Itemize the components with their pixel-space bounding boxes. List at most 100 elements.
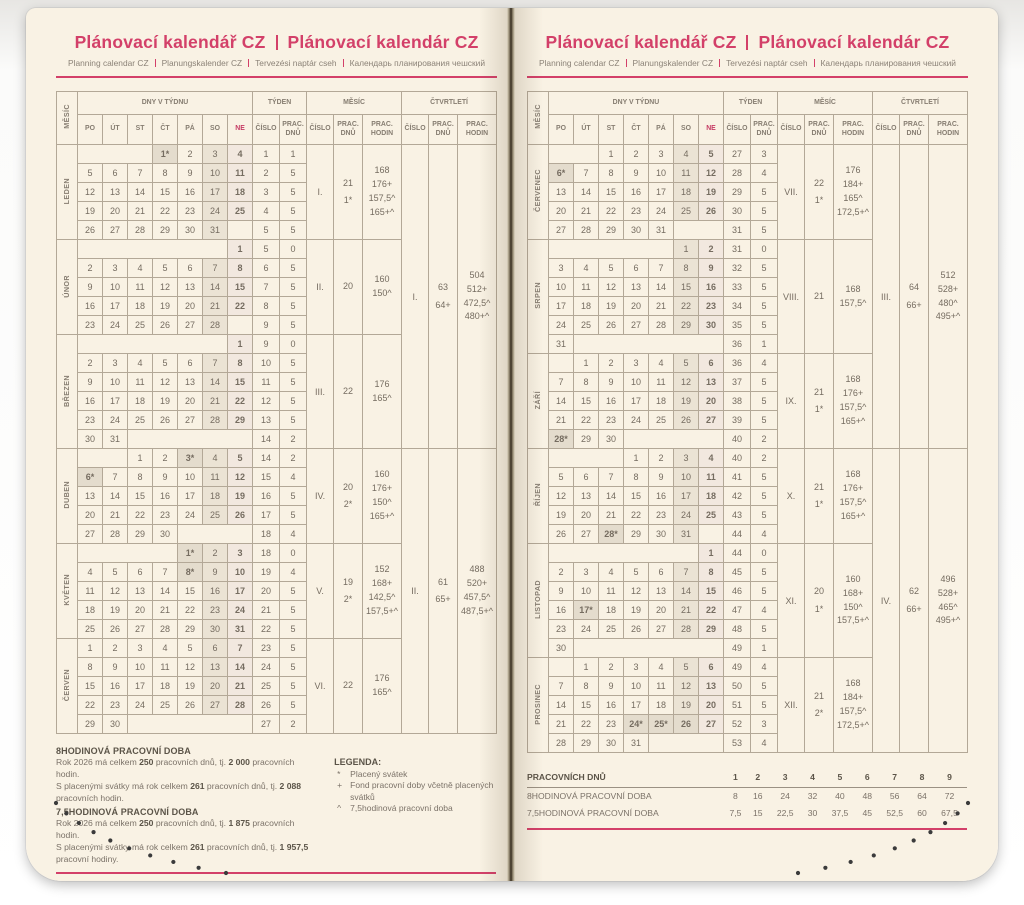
day-cell: 21: [102, 505, 128, 525]
month-workhours: 168 157,5^: [833, 239, 873, 354]
day-cell: 26: [698, 201, 724, 221]
day-cell: 6: [573, 467, 599, 487]
week-row: 3 4 5 6 7 8 9 32 5: [527, 258, 967, 278]
day-cell: 25: [698, 505, 724, 525]
week-number: 44: [723, 543, 751, 563]
day-cell: [152, 714, 178, 734]
week-number: 27: [252, 714, 281, 734]
day-cell: 11: [648, 372, 674, 392]
day-cell: 16: [548, 600, 574, 620]
month-workhours: 160 150^: [362, 239, 403, 335]
day-cell: 4: [227, 144, 254, 164]
subtitle-part: Tervezési naptár cseh: [726, 58, 808, 68]
day-cell: 16: [598, 695, 624, 715]
week-workdays: 3: [750, 714, 779, 734]
day-cell: 2: [152, 448, 178, 468]
week-workdays-header: PRAC. DNŮ: [279, 114, 308, 145]
day-cell: 5: [673, 353, 699, 373]
day-cell: 23: [77, 315, 103, 335]
day-cell: 14: [573, 182, 599, 202]
day-cell: 2: [623, 144, 649, 164]
day-cell: 9: [648, 467, 674, 487]
day-cell: 5: [698, 144, 724, 164]
month-name-label: ŘÍJEN: [533, 483, 543, 507]
day-header-so: SO: [202, 114, 228, 145]
day-cell: 26: [152, 410, 178, 430]
week-number: 46: [723, 581, 751, 601]
day-cell: 31: [648, 220, 674, 240]
day-cell: 23: [598, 714, 624, 734]
week-row: 31 36 1: [527, 334, 967, 354]
day-cell: 10: [127, 657, 153, 677]
day-cell: [698, 334, 724, 354]
week-number: 14: [252, 429, 281, 449]
month-number: IX.: [777, 353, 805, 449]
week-workdays: 5: [279, 391, 308, 411]
week-number: 28: [723, 163, 751, 183]
day-cell: 3*: [177, 448, 203, 468]
working-days-row: 7,5HODINOVÁ PRACOVNÍ DOBA 7,5 15 22,5 30 37,5…: [527, 804, 967, 821]
week-number: 43: [723, 505, 751, 525]
week-workdays: 0: [279, 334, 308, 354]
month-number-header: ČÍSLO: [306, 114, 335, 145]
day-cell: 15: [623, 486, 649, 506]
day-cell: 5: [152, 258, 178, 278]
month-name: ČERVEN: [56, 638, 78, 734]
day-header-čt: ČT: [623, 114, 649, 145]
work-time-summary: 8HODINOVÁ PRACOVNÍ DOBA Rok 2026 má celke…: [56, 743, 318, 865]
week-number: 27: [723, 144, 751, 164]
month-number: I.: [306, 144, 335, 240]
day-cell: 28: [573, 220, 599, 240]
day-cell: 19: [177, 676, 203, 696]
day-cell: 10: [548, 277, 574, 297]
day-cell: 13: [77, 486, 103, 506]
week-workdays: 5: [750, 467, 779, 487]
week-workdays: 5: [750, 486, 779, 506]
week-workdays: 1: [750, 334, 779, 354]
day-cell: [227, 315, 254, 335]
week-number: 31: [723, 239, 751, 259]
day-cell: 23: [698, 296, 724, 316]
day-cell: 9: [102, 657, 128, 677]
legend-symbol: +: [337, 780, 343, 791]
day-cell: 27: [698, 714, 724, 734]
month-workhours: 176 165^: [362, 638, 403, 734]
day-cell: 2: [177, 144, 203, 164]
day-cell: 31: [623, 733, 649, 753]
day-cell: [623, 334, 649, 354]
day-cell: 6: [202, 638, 228, 658]
day-cell: 27: [698, 410, 724, 430]
working-days-value: 67,5: [941, 807, 958, 818]
day-cell: 14: [548, 391, 574, 411]
day-cell: 5: [227, 448, 254, 468]
day-cell: 10: [623, 372, 649, 392]
day-cell: 9: [623, 163, 649, 183]
perforation-dot: [928, 830, 933, 835]
day-cell: 30: [102, 714, 128, 734]
week-workdays: 0: [279, 239, 308, 259]
day-cell: 9: [152, 467, 178, 487]
week-workdays: 5: [750, 562, 779, 582]
month-workdays: 21 2*: [804, 657, 834, 753]
week-number: 24: [252, 657, 281, 677]
month-workdays-header: PRAC. DNŮ: [333, 114, 364, 145]
day-cell: [152, 429, 178, 449]
day-cell: [623, 638, 649, 658]
working-days-count: 9: [932, 768, 967, 788]
week-row: 22 23 24 25 26 27 28 26 5: [57, 695, 497, 715]
quarter-workdays-header: PRAC. DNŮ: [899, 114, 929, 145]
day-cell: [102, 448, 128, 468]
work-time-heading-7-5h: 7,5HODINOVÁ PRACOVNÍ DOBA: [56, 807, 199, 818]
week-row: 5 6 7 8 9 10 11 2 5: [57, 163, 497, 183]
title-slovak: Plánovací kalendár CZ: [287, 32, 479, 52]
working-days-value: 64: [917, 790, 927, 801]
working-days-value: 30: [807, 807, 818, 818]
day-cell: [698, 429, 724, 449]
day-cell: 27: [573, 524, 599, 544]
week-row: 2 3 4 5 6 7 8 45 5: [527, 562, 967, 582]
quarter-number: II.: [401, 448, 430, 734]
day-cell: 6: [698, 353, 724, 373]
month-col-header-label: MĚSÍC: [533, 103, 543, 129]
day-cell: 17: [102, 296, 128, 316]
day-cell: 27: [177, 410, 203, 430]
